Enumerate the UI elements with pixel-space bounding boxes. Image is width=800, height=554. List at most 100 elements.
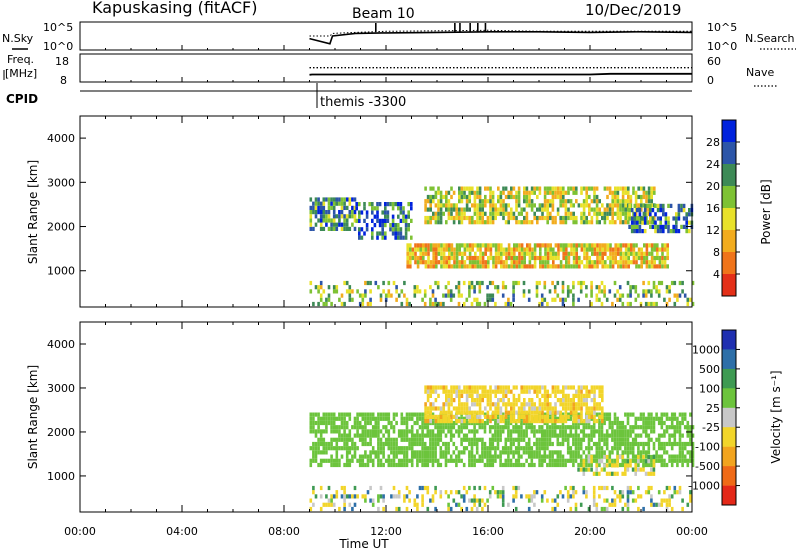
data-cell: [340, 416, 344, 421]
data-cell: [422, 243, 425, 248]
data-cell: [611, 450, 614, 455]
data-cell: [582, 211, 586, 216]
data-cell: [491, 211, 495, 216]
data-cell: [641, 229, 644, 234]
data-cell: [654, 212, 657, 217]
data-cell: [588, 406, 591, 411]
data-cell: [605, 297, 609, 302]
data-cell: [626, 412, 630, 417]
data-cell: [486, 398, 490, 403]
data-cell: [512, 414, 516, 419]
data-cell: [673, 458, 677, 463]
data-cell: [626, 433, 630, 438]
data-cell: [442, 203, 445, 208]
data-cell: [497, 260, 500, 265]
data-cell: [460, 410, 464, 415]
data-cell: [585, 425, 588, 430]
data-cell: [473, 410, 477, 415]
data-cell: [319, 429, 323, 434]
data-cell: [445, 398, 448, 403]
data-cell: [429, 186, 432, 191]
data-cell: [629, 429, 632, 434]
data-cell: [617, 264, 620, 269]
data-cell: [512, 398, 516, 403]
data-cell: [345, 446, 349, 451]
data-cell: [651, 208, 655, 213]
data-cell: [582, 402, 586, 407]
data-cell: [473, 289, 476, 294]
data-cell: [497, 186, 500, 191]
data-cell: [656, 216, 660, 221]
data-cell: [369, 437, 372, 442]
data-cell: [455, 207, 458, 212]
data-cell: [673, 280, 677, 286]
data-cell: [614, 247, 617, 252]
data-cell: [611, 429, 614, 434]
data-cell: [404, 214, 408, 219]
data-cell: [523, 264, 526, 269]
data-cell: [579, 429, 583, 434]
data-cell: [309, 429, 313, 434]
data-cell: [637, 215, 640, 221]
data-cell: [559, 203, 562, 208]
colorbar-tick-label: -500: [695, 460, 720, 473]
data-cell: [580, 389, 583, 394]
data-cell: [397, 429, 401, 434]
data-cell: [585, 251, 589, 256]
data-cell: [639, 425, 643, 430]
data-cell: [457, 425, 461, 430]
data-cell: [593, 402, 596, 407]
data-cell: [633, 224, 637, 229]
data-cell: [476, 220, 479, 225]
data-cell: [460, 416, 463, 421]
data-cell: [481, 498, 484, 503]
data-cell: [686, 441, 690, 447]
data-cell: [484, 194, 487, 200]
data-cell: [522, 450, 526, 455]
data-cell: [562, 419, 565, 424]
data-cell: [566, 450, 570, 455]
data-cell: [657, 490, 661, 495]
data-cell: [340, 205, 344, 210]
data-cell: [531, 255, 534, 261]
data-cell: [476, 260, 480, 265]
data-cell: [403, 462, 406, 468]
data-cell: [418, 454, 422, 459]
data-cell: [528, 264, 532, 269]
data-cell: [677, 229, 681, 234]
data-cell: [564, 402, 568, 407]
data-cell: [366, 416, 370, 421]
data-cell: [551, 419, 555, 424]
data-cell: [660, 458, 664, 463]
data-cell: [445, 393, 448, 398]
data-cell: [564, 199, 568, 204]
data-cell: [507, 420, 510, 426]
data-cell: [468, 199, 471, 204]
data-cell: [634, 471, 637, 476]
data-cell: [343, 218, 346, 223]
data-cell: [533, 433, 536, 438]
data-cell: [649, 203, 652, 208]
data-cell: [598, 247, 602, 252]
data-cell: [351, 297, 354, 302]
data-cell: [484, 199, 487, 204]
data-cell: [656, 203, 660, 208]
data-cell: [489, 203, 492, 208]
data-cell: [567, 186, 570, 191]
data-cell: [468, 255, 472, 261]
data-cell: [533, 419, 536, 424]
data-cell: [392, 450, 396, 455]
data-cell: [552, 255, 555, 261]
data-cell: [376, 235, 379, 240]
data-cell: [497, 247, 500, 252]
data-cell: [330, 197, 333, 202]
data-cell: [676, 490, 679, 495]
data-cell: [572, 398, 575, 403]
data-cell: [486, 389, 490, 394]
data-cell: [465, 437, 469, 442]
data-cell: [528, 190, 531, 195]
data-cell: [494, 260, 498, 265]
data-cell: [499, 437, 502, 442]
data-cell: [626, 416, 630, 421]
data-cell: [614, 199, 617, 204]
